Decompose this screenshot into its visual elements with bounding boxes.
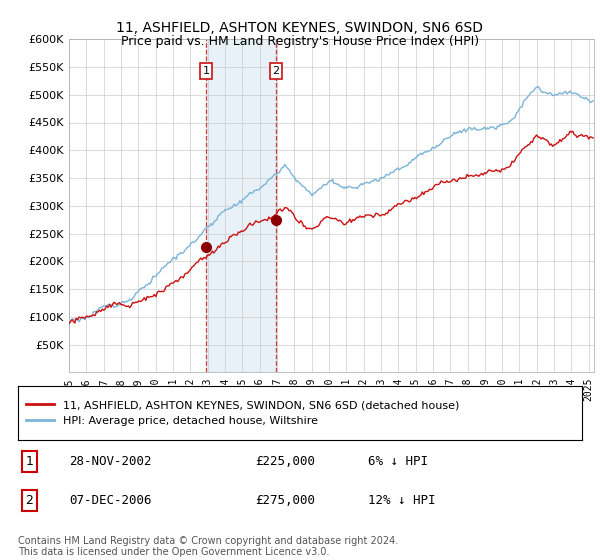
Text: 2: 2 [272, 66, 280, 76]
Text: 12% ↓ HPI: 12% ↓ HPI [368, 494, 435, 507]
Text: £275,000: £275,000 [255, 494, 315, 507]
Text: 11, ASHFIELD, ASHTON KEYNES, SWINDON, SN6 6SD: 11, ASHFIELD, ASHTON KEYNES, SWINDON, SN… [116, 21, 484, 35]
Text: Price paid vs. HM Land Registry's House Price Index (HPI): Price paid vs. HM Land Registry's House … [121, 35, 479, 48]
Text: Contains HM Land Registry data © Crown copyright and database right 2024.
This d: Contains HM Land Registry data © Crown c… [18, 535, 398, 557]
Text: £225,000: £225,000 [255, 455, 315, 468]
Text: 2: 2 [25, 494, 33, 507]
Text: 1: 1 [25, 455, 33, 468]
Bar [206, 39, 276, 372]
Text: 07-DEC-2006: 07-DEC-2006 [69, 494, 151, 507]
Legend: 11, ASHFIELD, ASHTON KEYNES, SWINDON, SN6 6SD (detached house), HPI: Average pri: 11, ASHFIELD, ASHTON KEYNES, SWINDON, SN… [26, 400, 460, 426]
Text: 6% ↓ HPI: 6% ↓ HPI [368, 455, 428, 468]
Text: 28-NOV-2002: 28-NOV-2002 [69, 455, 151, 468]
Text: 1: 1 [202, 66, 209, 76]
